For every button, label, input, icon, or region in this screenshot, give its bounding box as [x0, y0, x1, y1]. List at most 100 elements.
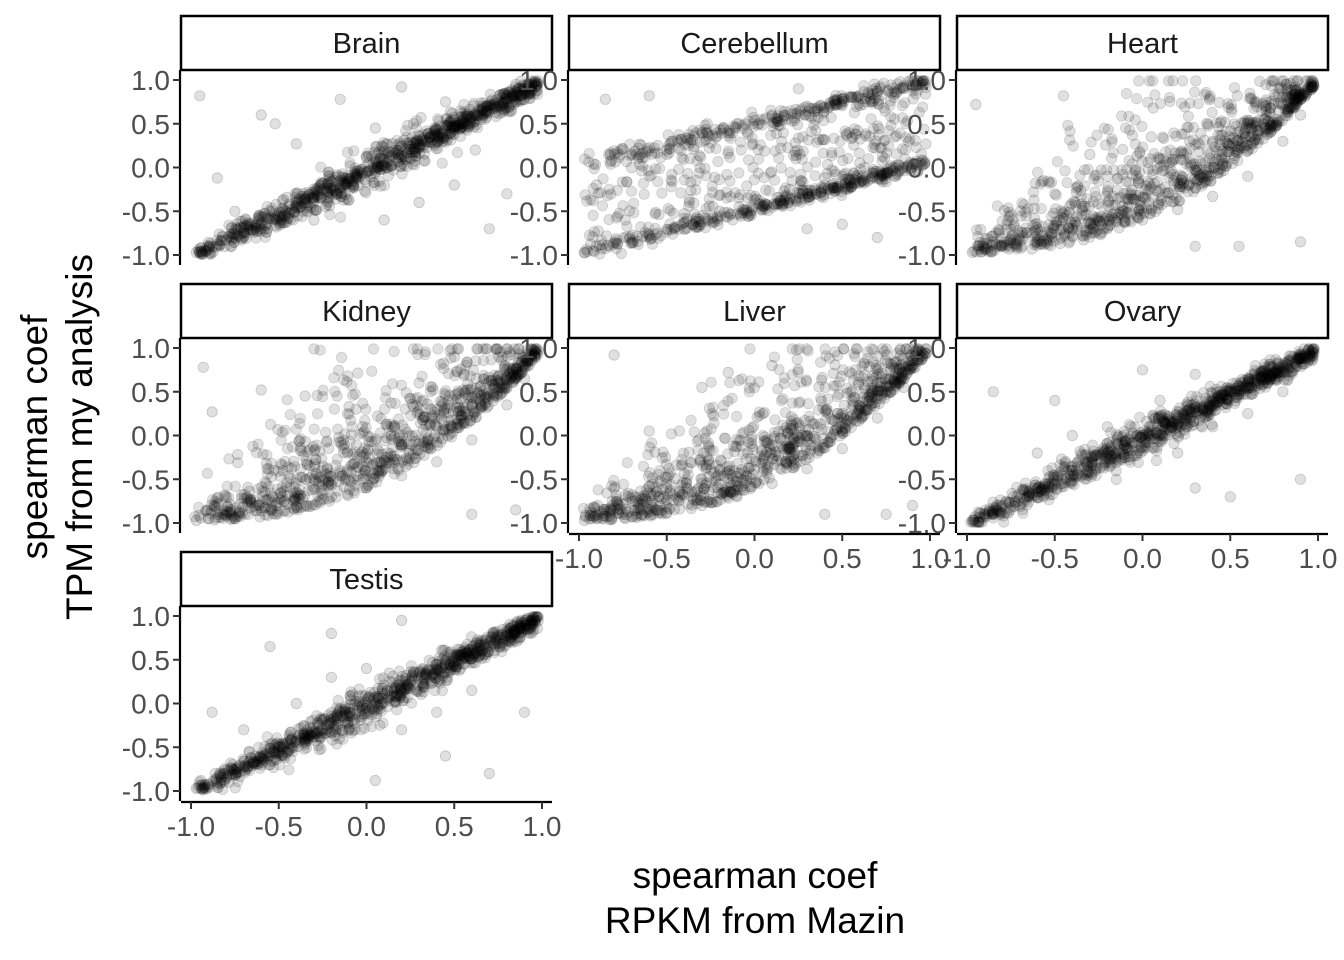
data-point [653, 162, 666, 175]
data-point [464, 111, 476, 123]
data-point [437, 357, 450, 369]
data-point [192, 244, 204, 256]
data-point [223, 230, 235, 242]
data-point [204, 248, 216, 260]
data-point [407, 146, 419, 158]
data-point [978, 244, 991, 256]
data-point [836, 407, 848, 420]
data-point [371, 158, 383, 170]
data-point [523, 86, 535, 99]
data-point [361, 469, 374, 481]
data-point [258, 224, 270, 236]
data-point [340, 173, 352, 185]
data-point [512, 82, 525, 94]
data-point [481, 401, 493, 414]
data-point [1088, 220, 1100, 232]
data-point [388, 345, 400, 358]
data-point [386, 160, 398, 172]
data-point [322, 186, 334, 199]
data-point [418, 148, 430, 160]
data-point [454, 122, 467, 134]
data-point [310, 204, 322, 216]
data-point [290, 202, 302, 214]
data-point [416, 134, 428, 146]
strip-label-liver: Liver [723, 296, 786, 328]
data-point [197, 361, 209, 373]
data-point [368, 177, 380, 189]
strip-brain [179, 14, 554, 72]
data-point [766, 447, 778, 459]
data-point [291, 202, 303, 214]
data-point [786, 343, 798, 355]
data-point [373, 160, 385, 173]
data-point [700, 203, 712, 215]
data-point [327, 174, 340, 186]
data-point [525, 75, 537, 87]
data-point [692, 444, 704, 456]
data-point [411, 134, 423, 147]
data-point [866, 97, 879, 109]
data-point [766, 477, 778, 490]
data-point [819, 508, 831, 520]
data-point [466, 399, 478, 411]
data-point [205, 248, 217, 260]
data-point [345, 179, 357, 191]
data-point [1199, 176, 1212, 188]
data-point [195, 242, 207, 254]
data-point [1164, 95, 1176, 108]
data-point [359, 173, 371, 185]
y-tick-label: 1.0 [519, 65, 558, 96]
data-point [777, 419, 789, 431]
data-point [694, 456, 706, 468]
data-point [608, 349, 620, 361]
data-point [805, 125, 817, 138]
data-point [1131, 93, 1143, 105]
data-point [693, 150, 706, 162]
data-point [454, 130, 467, 142]
data-point [508, 91, 520, 103]
data-point [480, 105, 493, 117]
data-point [1181, 147, 1193, 159]
data-point [1116, 110, 1128, 122]
data-point [590, 240, 603, 252]
data-point [583, 148, 595, 160]
data-point [792, 397, 805, 409]
data-point [620, 231, 632, 243]
data-point [315, 184, 327, 196]
data-point [1049, 188, 1061, 200]
data-point [428, 126, 441, 138]
data-point [884, 95, 897, 107]
data-point [1184, 97, 1196, 109]
data-point [359, 414, 371, 426]
data-point [1117, 169, 1129, 181]
data-point [1107, 190, 1119, 202]
data-point [523, 84, 535, 97]
data-point [362, 147, 374, 159]
data-point [454, 115, 466, 127]
data-point [1107, 147, 1119, 159]
data-point [213, 239, 226, 251]
data-point [441, 134, 453, 146]
data-point [747, 138, 759, 150]
data-point [223, 219, 235, 231]
data-point [308, 194, 320, 206]
data-point [277, 210, 290, 222]
data-point [446, 421, 458, 433]
data-point [242, 219, 254, 231]
data-point [293, 489, 305, 501]
data-point [523, 89, 536, 101]
data-point [801, 100, 813, 112]
data-point [1101, 170, 1114, 182]
data-point [1048, 219, 1061, 231]
data-point [1027, 186, 1040, 198]
data-point [468, 100, 480, 112]
data-point [480, 111, 492, 123]
data-point [340, 473, 352, 485]
data-point [673, 503, 686, 515]
data-point [1259, 100, 1271, 112]
data-point [443, 118, 455, 130]
data-point [811, 440, 823, 452]
data-point [320, 182, 333, 194]
data-point [422, 135, 434, 148]
data-point [688, 426, 700, 438]
